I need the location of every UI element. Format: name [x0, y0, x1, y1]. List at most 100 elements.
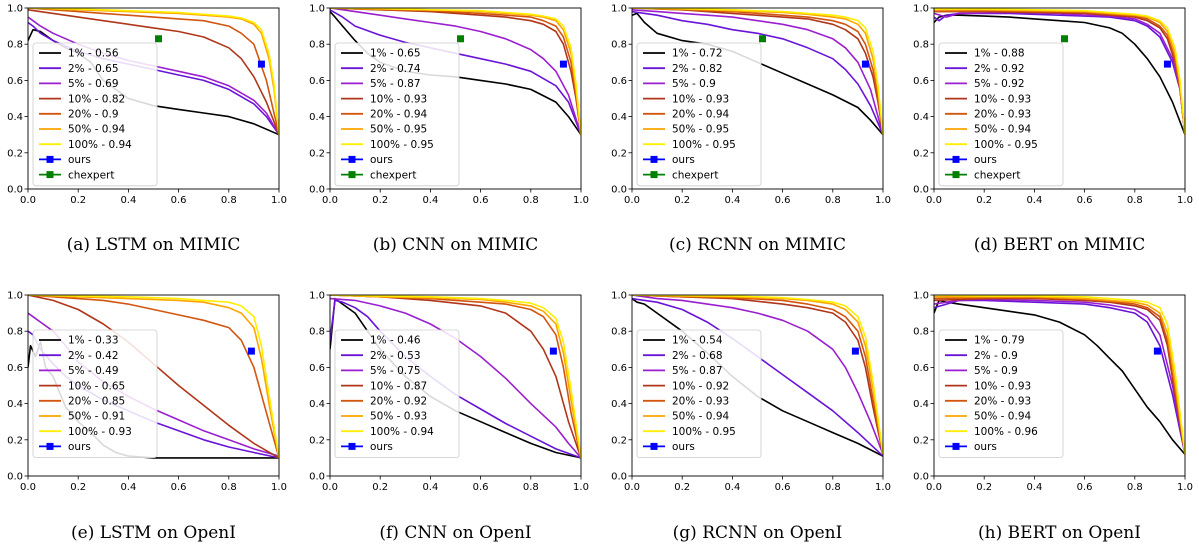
series-line-100pct: [28, 8, 279, 135]
series-line-100pct: [28, 295, 279, 459]
y-tick-label: 1.0: [7, 4, 23, 15]
y-tick-label: 0.2: [611, 435, 627, 446]
x-tick-label: 0.8: [221, 482, 237, 493]
y-tick-label: 1.0: [913, 4, 929, 15]
legend-label: 1% - 0.72: [672, 48, 723, 60]
legend-label: 5% - 0.87: [672, 365, 723, 377]
legend-marker-ours: [46, 442, 54, 450]
legend-label: ours: [370, 154, 393, 166]
y-tick-label: 0.0: [7, 185, 23, 196]
chart-panel: 0.0 0.2 0.4 0.6 0.8 1.0 0.0 0.2 0.4 0.6 0.8 1.0 1% -…: [7, 4, 287, 256]
legend-label: 1% - 0.56: [68, 48, 119, 60]
series-line-20pct: [28, 295, 279, 459]
legend-label: 20% - 0.94: [370, 109, 428, 121]
legend-label: 5% - 0.75: [370, 365, 421, 377]
legend-label: 1% - 0.33: [68, 335, 119, 347]
x-tick-label: 0.6: [171, 195, 187, 206]
legend-label: chexpert: [68, 169, 114, 181]
legend-label: 100% - 0.96: [974, 426, 1038, 438]
x-tick-label: 0.0: [20, 482, 36, 493]
legend-label: 20% - 0.85: [68, 396, 125, 408]
x-tick-label: 1.0: [1177, 195, 1193, 206]
x-tick-label: 0.2: [976, 482, 992, 493]
legend-marker-ours: [650, 442, 658, 450]
axes-frame: [933, 294, 1186, 477]
y-tick-label: 0.0: [913, 185, 929, 196]
x-tick-label: 0.4: [120, 195, 136, 206]
legend-label: ours: [68, 154, 91, 166]
legend-label: 5% - 0.92: [974, 78, 1025, 90]
legend-box: [32, 329, 158, 458]
legend-label: 100% - 0.95: [974, 139, 1038, 151]
ours-marker: [257, 60, 265, 68]
legend-label: 10% - 0.65: [68, 380, 125, 392]
y-tick-label: 0.4: [7, 399, 23, 410]
y-tick-label: 1.0: [913, 291, 929, 302]
legend-label: 10% - 0.93: [370, 93, 427, 105]
y-tick-label: 0.8: [913, 40, 929, 51]
legend-label: 10% - 0.82: [68, 93, 125, 105]
series-line-50pct: [632, 8, 883, 135]
x-tick-label: 0.8: [825, 195, 841, 206]
series-line-100pct: [330, 8, 581, 135]
legend-label: ours: [370, 441, 393, 453]
legend-label: 5% - 0.69: [68, 78, 119, 90]
chexpert-marker: [155, 35, 163, 43]
subfigure-caption: (c) RCNN on MIMIC: [669, 235, 846, 255]
y-tick-label: 0.8: [309, 40, 325, 51]
legend-label: 100% - 0.95: [672, 426, 736, 438]
series-line-100pct: [934, 295, 1185, 455]
y-tick-label: 0.4: [7, 112, 23, 123]
y-tick-label: 0.0: [7, 472, 23, 483]
legend-box: [938, 42, 1064, 187]
x-tick-label: 1.0: [271, 482, 287, 493]
y-tick-label: 1.0: [309, 4, 325, 15]
legend-box: [334, 329, 460, 458]
x-tick-label: 1.0: [1177, 482, 1193, 493]
legend-label: 2% - 0.82: [672, 63, 723, 75]
chart-panel: 0.0 0.2 0.4 0.6 0.8 1.0 0.0 0.2 0.4 0.6 0.8 1.0 1% -…: [913, 291, 1193, 544]
y-tick-label: 0.8: [913, 327, 929, 338]
legend-label: 20% - 0.94: [672, 109, 730, 121]
legend-label: 2% - 0.68: [672, 350, 723, 362]
legend-label: 2% - 0.74: [370, 63, 421, 75]
legend-label: 20% - 0.93: [672, 396, 729, 408]
legend-marker-ours: [348, 155, 356, 163]
x-tick-label: 0.6: [775, 482, 791, 493]
x-tick-label: 0.4: [724, 195, 740, 206]
y-tick-label: 0.0: [309, 472, 325, 483]
legend-marker-chexpert: [46, 171, 54, 179]
chart-panel: 0.0 0.2 0.4 0.6 0.8 1.0 0.0 0.2 0.4 0.6 0.8 1.0 1% -…: [611, 4, 891, 256]
legend-label: 20% - 0.93: [974, 396, 1031, 408]
legend-label: 20% - 0.9: [68, 109, 119, 121]
subfigure-caption: (f) CNN on OpenI: [379, 523, 531, 543]
legend-label: 10% - 0.93: [974, 380, 1031, 392]
y-tick-label: 0.4: [309, 112, 325, 123]
subfigure-caption: (a) LSTM on MIMIC: [67, 235, 241, 255]
legend-marker-chexpert: [348, 171, 356, 179]
legend-label: 100% - 0.93: [68, 426, 132, 438]
legend-label: 100% - 0.95: [672, 139, 736, 151]
y-tick-label: 0.6: [309, 363, 325, 374]
legend-label: 10% - 0.87: [370, 380, 427, 392]
x-tick-label: 0.4: [724, 482, 740, 493]
legend-label: 5% - 0.9: [974, 365, 1018, 377]
series-line-50pct: [28, 295, 279, 459]
chart-panel: 0.0 0.2 0.4 0.6 0.8 1.0 0.0 0.2 0.4 0.6 0.8 1.0 1% -…: [7, 291, 287, 544]
series-line-20pct: [632, 295, 883, 455]
legend-marker-ours: [650, 155, 658, 163]
legend-label: 50% - 0.91: [68, 411, 125, 423]
series-line-5pct: [632, 295, 883, 455]
y-tick-label: 0.6: [309, 76, 325, 87]
y-tick-label: 0.6: [611, 363, 627, 374]
legend-label: 10% - 0.93: [672, 93, 729, 105]
series-line-2pct: [632, 10, 883, 136]
legend-label: ours: [672, 154, 695, 166]
legend-label: chexpert: [974, 169, 1020, 181]
series-line-5pct: [934, 11, 1185, 135]
series-line-20pct: [330, 8, 581, 135]
y-tick-label: 0.2: [309, 435, 325, 446]
y-tick-label: 0.2: [611, 148, 627, 159]
legend-label: ours: [974, 154, 997, 166]
